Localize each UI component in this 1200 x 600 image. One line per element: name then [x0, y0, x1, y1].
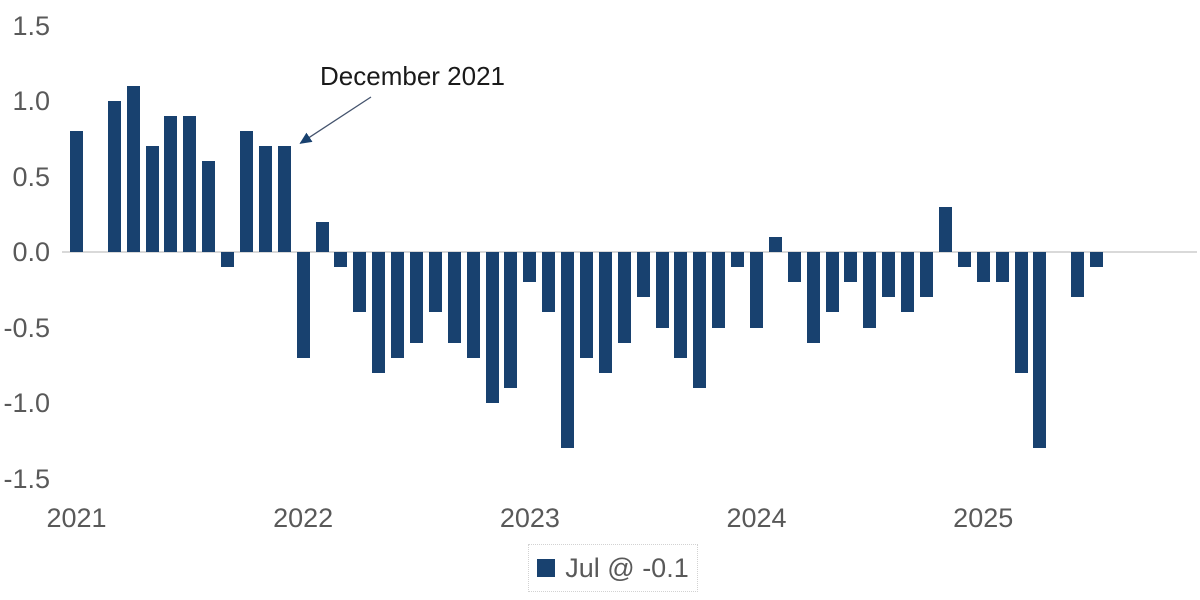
bar-jun-2022 — [391, 252, 405, 358]
bar-oct-2024 — [920, 252, 934, 298]
bar-nov-2023 — [712, 252, 726, 328]
bar-sep-2022 — [447, 252, 461, 343]
ytick--1.5: -1.5 — [3, 463, 50, 494]
bar-nov-2022 — [485, 252, 499, 403]
bar-jan-2021 — [70, 131, 83, 252]
bar-jun-2021 — [164, 116, 178, 252]
bar-jan-2024 — [750, 252, 764, 328]
bar-dec-2022 — [504, 252, 518, 388]
bar-oct-2022 — [466, 252, 480, 358]
xtick-2022: 2022 — [273, 503, 334, 533]
bar-dec-2021 — [277, 146, 291, 252]
bar-jul-2022 — [410, 252, 424, 343]
bar-jul-2021 — [183, 116, 197, 252]
bar-dec-2024 — [957, 252, 971, 268]
bar-jan-2023 — [523, 252, 537, 283]
bar-jan-2022 — [296, 252, 310, 358]
bar-jun-2024 — [844, 252, 858, 283]
bar-dec-2023 — [731, 252, 745, 268]
ytick-1.0: 1.0 — [12, 86, 50, 116]
ytick-0.0: 0.0 — [12, 237, 50, 267]
bar-jul-2023 — [636, 252, 650, 298]
xtick-2025: 2025 — [953, 503, 1014, 533]
bar-mar-2023 — [561, 252, 575, 449]
bar-apr-2025 — [1033, 252, 1047, 449]
bar-aug-2024 — [882, 252, 896, 298]
bar-feb-2023 — [542, 252, 556, 313]
bar-feb-2025 — [995, 252, 1009, 283]
bar-apr-2023 — [580, 252, 594, 358]
bar-feb-2024 — [768, 236, 782, 252]
bar-oct-2021 — [240, 131, 253, 252]
bar-sep-2023 — [674, 252, 688, 358]
bar-nov-2021 — [258, 146, 272, 252]
bar-nov-2024 — [938, 206, 952, 252]
xtick-2021: 2021 — [46, 503, 107, 533]
legend: Jul @ -0.1 — [528, 544, 698, 592]
bar-sep-2024 — [901, 252, 915, 313]
bar-apr-2022 — [353, 252, 367, 313]
bar-aug-2021 — [202, 161, 216, 252]
xtick-2023: 2023 — [499, 503, 560, 533]
ytick-1.5: 1.5 — [12, 10, 50, 41]
bar-aug-2023 — [655, 252, 669, 328]
bar-apr-2024 — [806, 252, 820, 343]
bar-sep-2021 — [221, 252, 235, 268]
bar-mar-2022 — [334, 252, 348, 268]
ytick--1.0: -1.0 — [3, 388, 50, 418]
bar-aug-2022 — [428, 252, 442, 313]
bar-may-2022 — [372, 252, 386, 373]
bar-jun-2023 — [617, 252, 631, 343]
ytick--0.5: -0.5 — [3, 312, 50, 343]
bar-jul-2024 — [863, 252, 877, 328]
bar-apr-2021 — [126, 85, 140, 252]
bar-mar-2021 — [107, 101, 121, 252]
legend-swatch-icon — [537, 559, 556, 577]
bar-feb-2022 — [315, 221, 329, 252]
annotation-text: December 2021 — [320, 61, 505, 91]
bar-may-2023 — [598, 252, 612, 373]
xtick-2024: 2024 — [726, 503, 787, 533]
legend-label: Jul @ -0.1 — [565, 553, 689, 583]
bar-jan-2025 — [976, 252, 990, 283]
bar-may-2024 — [825, 252, 839, 313]
bar-may-2021 — [145, 146, 159, 252]
bar-jun-2025 — [1071, 252, 1085, 298]
bar-mar-2024 — [787, 252, 801, 283]
ytick-0.5: 0.5 — [12, 161, 50, 192]
bar-oct-2023 — [693, 252, 707, 388]
bar-mar-2025 — [1014, 252, 1028, 373]
bar-jul-2025 — [1090, 252, 1104, 268]
